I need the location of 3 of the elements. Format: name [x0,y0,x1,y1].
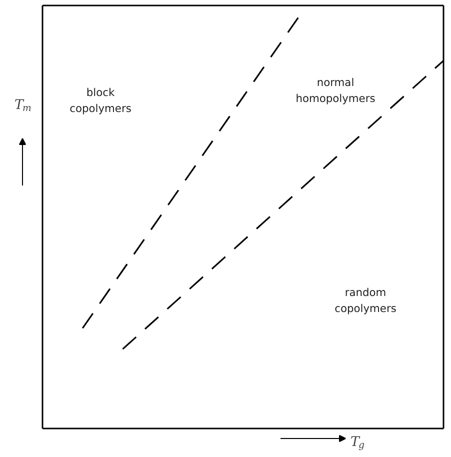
annotation: normal homopolymers [296,76,376,105]
annotation: block copolymers [70,86,132,115]
annotation: random copolymers [334,286,397,315]
